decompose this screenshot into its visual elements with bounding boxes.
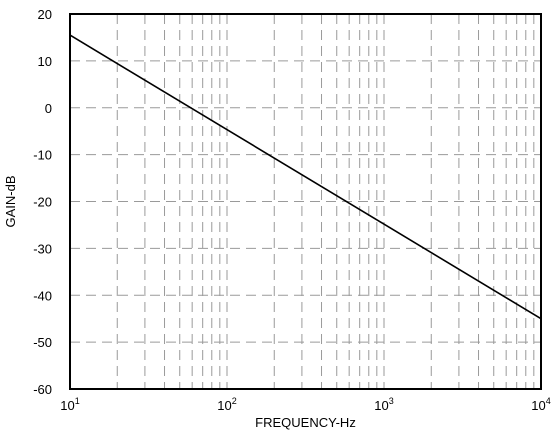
y-tick-label: 10 [38, 54, 52, 69]
grid [70, 14, 541, 389]
y-tick-labels: 20 10 0 -10 -20 -30 -40 -50 -60 [33, 7, 52, 397]
y-tick-label: 20 [38, 7, 52, 22]
series-line-0 [69, 34, 542, 320]
y-tick-label: -50 [33, 335, 52, 350]
series-layer [69, 34, 542, 320]
x-tick-labels: 101 102 103 104 [60, 396, 550, 413]
y-tick-label: -10 [33, 148, 52, 163]
y-tick-label: -30 [33, 241, 52, 256]
y-axis-title: GAIN-dB [3, 175, 18, 227]
x-tick-label: 102 [217, 396, 236, 413]
x-tick-label: 104 [531, 396, 550, 413]
y-tick-label: -20 [33, 195, 52, 210]
x-axis-title: FREQUENCY-Hz [255, 415, 356, 430]
y-tick-label: 0 [45, 101, 52, 116]
y-tick-label: -60 [33, 382, 52, 397]
y-tick-label: -40 [33, 288, 52, 303]
x-tick-label: 101 [60, 396, 79, 413]
x-tick-label: 103 [374, 396, 393, 413]
plot-frame [69, 13, 542, 390]
